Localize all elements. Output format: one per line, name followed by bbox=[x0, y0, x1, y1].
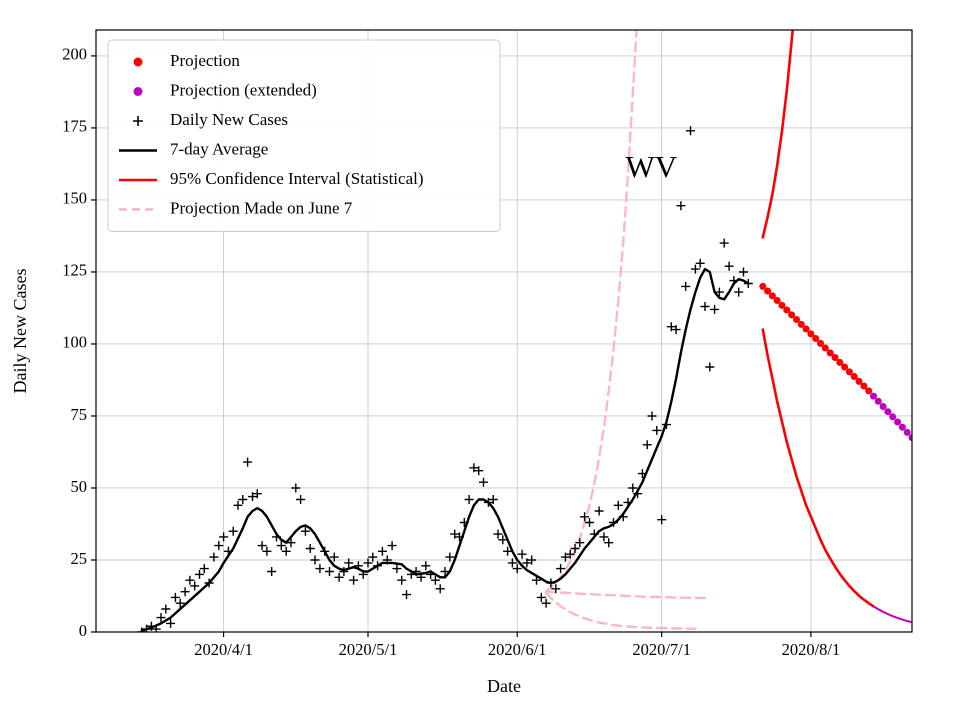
x-tick-label: 2020/5/1 bbox=[339, 640, 398, 659]
x-tick-label: 2020/8/1 bbox=[782, 640, 841, 659]
x-axis-label: Date bbox=[487, 676, 521, 696]
y-axis-label: Daily New Cases bbox=[10, 269, 30, 394]
y-tick-label: 50 bbox=[71, 477, 88, 496]
x-axis: 2020/4/1 2020/5/1 2020/6/1 2020/7/1 2020/8/1 bbox=[194, 632, 840, 659]
legend-item: Daily New Cases bbox=[133, 110, 288, 129]
state-annotation: WV bbox=[626, 149, 678, 184]
legend-label: Projection (extended) bbox=[170, 80, 317, 99]
series-ci-upper bbox=[761, 30, 795, 239]
series-layer bbox=[137, 30, 912, 632]
grid-lines bbox=[96, 30, 912, 633]
legend-label: Daily New Cases bbox=[170, 110, 288, 129]
legend: Projection Projection (extended) Daily New… bbox=[107, 39, 501, 232]
series-june7-upper bbox=[544, 30, 638, 593]
series-seven-day-average bbox=[140, 267, 750, 632]
y-tick-label: 150 bbox=[62, 189, 87, 208]
legend-dot-marker bbox=[133, 57, 143, 67]
legend-plus-marker bbox=[133, 116, 143, 126]
x-tick-label: 2020/4/1 bbox=[194, 640, 253, 659]
x-tick-label: 2020/6/1 bbox=[488, 640, 547, 659]
legend-label: Projection Made on June 7 bbox=[170, 198, 353, 217]
y-tick-label: 0 bbox=[79, 621, 87, 640]
series-daily-new-cases bbox=[137, 126, 753, 632]
y-tick-label: 75 bbox=[71, 405, 88, 424]
y-tick-label: 25 bbox=[71, 549, 88, 568]
axes-frame bbox=[95, 29, 913, 633]
legend-label: Projection bbox=[170, 51, 240, 70]
legend-dot-marker bbox=[133, 87, 143, 96]
legend-box bbox=[107, 39, 501, 232]
series-projection-extended bbox=[870, 392, 912, 442]
legend-label: 95% Confidence Interval (Statistical) bbox=[170, 169, 424, 188]
series-june7-lower bbox=[544, 591, 697, 630]
y-tick-label: 175 bbox=[62, 117, 87, 136]
y-tick-label: 125 bbox=[62, 261, 87, 280]
legend-label: 7-day Average bbox=[170, 139, 268, 158]
series-ci-lower-extended bbox=[872, 605, 912, 624]
series-june7-median bbox=[544, 590, 707, 600]
series-ci-lower bbox=[761, 328, 875, 608]
legend-item: Projection bbox=[133, 51, 240, 70]
series-projection bbox=[759, 282, 873, 395]
y-axis: 0 25 50 75 100 125 150 175 200 bbox=[62, 45, 96, 640]
legend-item: 7-day Average bbox=[119, 139, 268, 158]
legend-item: Projection (extended) bbox=[133, 80, 317, 99]
legend-item: 95% Confidence Interval (Statistical) bbox=[119, 169, 424, 188]
x-tick-label: 2020/7/1 bbox=[632, 640, 691, 659]
y-tick-label: 100 bbox=[62, 333, 87, 352]
legend-item: Projection Made on June 7 bbox=[119, 198, 353, 217]
y-tick-label: 200 bbox=[62, 45, 87, 64]
